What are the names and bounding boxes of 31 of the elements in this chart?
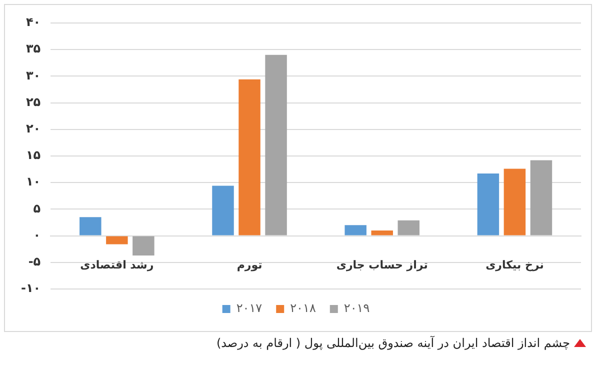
bar (398, 220, 420, 236)
y-tick-label: ۵ (33, 201, 41, 216)
text: چشم انداز اقتصاد ایران در آینه صندوق بین‌المللی پول ( ارقام به درصد) (216, 336, 570, 350)
bar (530, 160, 552, 236)
x-tick-label: نرخ بیکاری (486, 258, 544, 272)
y-tick-label: ۳۰ (26, 68, 41, 82)
y-tick-label: ۳۵ (26, 42, 41, 56)
y-tick-label: -۱۰ (20, 281, 41, 296)
bar (344, 225, 366, 236)
legend-label: ۲۰۱۹ (344, 301, 370, 316)
y-tick-label: ۴۰ (26, 15, 41, 30)
y-tick-label: ۱۵ (26, 148, 41, 162)
bar (477, 174, 500, 236)
bar (80, 217, 102, 236)
bar (504, 168, 526, 236)
legend-label: ۲۰۱۷ (236, 301, 263, 316)
bar (265, 54, 287, 236)
y-tick-label: ۱۰ (26, 174, 41, 189)
x-tick-label: تراز حساب جاری (336, 258, 428, 272)
y-tick-label: -۵ (28, 254, 41, 269)
y-tick-label: ۲۵ (26, 94, 41, 109)
bar (371, 230, 393, 236)
bar (238, 79, 260, 236)
legend-label: ۲۰۱۸ (290, 301, 316, 316)
bar (132, 236, 154, 256)
x-tick-label: تورم (236, 258, 262, 272)
bar (106, 236, 128, 244)
y-tick-label: ۲۰ (26, 122, 41, 136)
x-tick-label: رشد اقتصادی (80, 258, 154, 272)
bar (212, 186, 234, 236)
y-tick-label: ۰ (33, 228, 41, 242)
